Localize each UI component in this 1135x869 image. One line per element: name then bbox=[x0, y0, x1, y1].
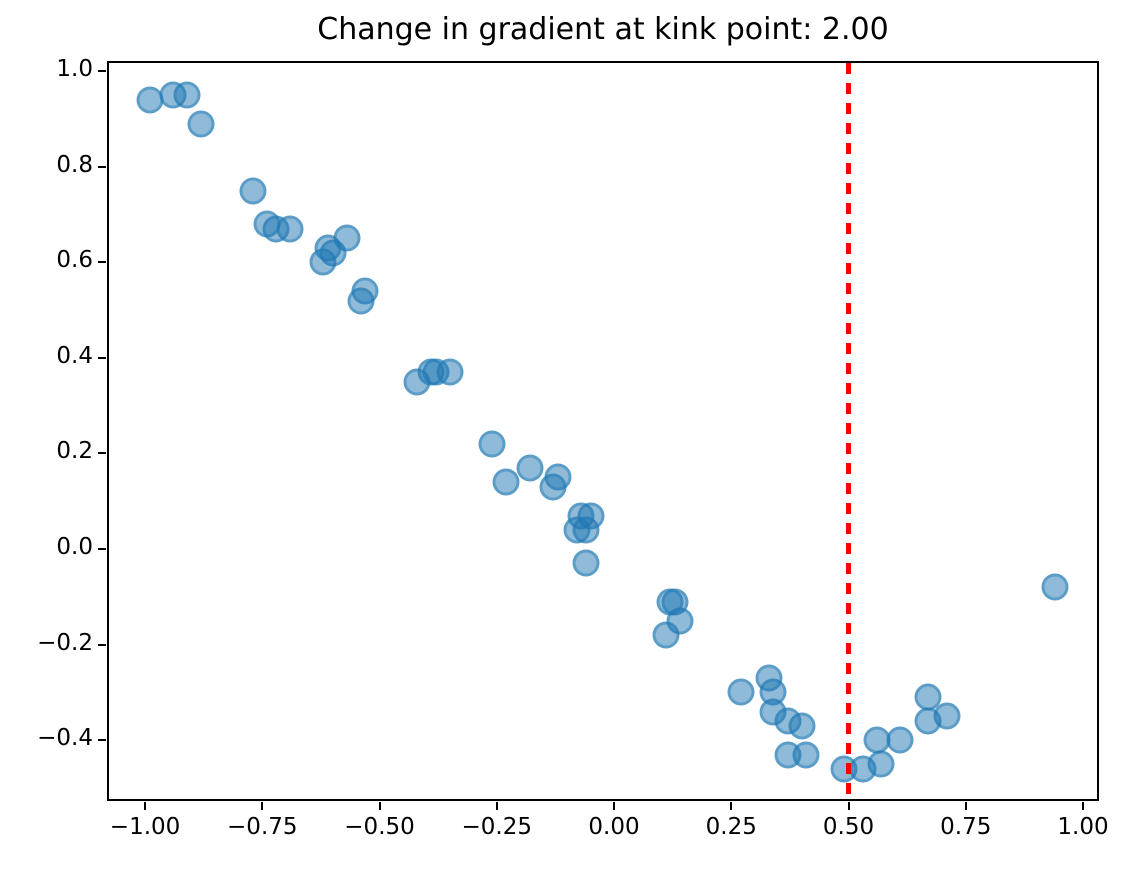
scatter-point bbox=[333, 224, 361, 252]
scatter-point bbox=[863, 726, 891, 754]
x-tick bbox=[730, 802, 733, 810]
plot-area bbox=[107, 61, 1099, 801]
scatter-point bbox=[788, 712, 816, 740]
x-tick-label: 0.50 bbox=[822, 814, 875, 840]
scatter-point bbox=[492, 468, 520, 496]
y-tick-label: 1.0 bbox=[56, 56, 93, 83]
scatter-point bbox=[516, 454, 544, 482]
x-tick-label: 0.00 bbox=[588, 814, 640, 840]
x-tick-label: −1.00 bbox=[109, 814, 181, 840]
scatter-point bbox=[173, 81, 201, 109]
y-tick bbox=[98, 70, 106, 73]
scatter-point bbox=[933, 702, 961, 730]
y-tick-label: −0.2 bbox=[37, 629, 93, 656]
scatter-point bbox=[187, 110, 215, 138]
scatter-point bbox=[478, 430, 506, 458]
scatter-point bbox=[276, 215, 304, 243]
x-tick-label: 1.00 bbox=[1057, 814, 1109, 840]
scatter-point bbox=[351, 277, 379, 305]
y-tick-label: 0.0 bbox=[56, 534, 93, 561]
x-tick bbox=[964, 802, 967, 810]
x-tick bbox=[1081, 802, 1084, 810]
scatter-point bbox=[792, 741, 820, 769]
scatter-point bbox=[727, 678, 755, 706]
y-tick bbox=[98, 548, 106, 551]
y-tick bbox=[98, 356, 106, 359]
scatter-point bbox=[136, 86, 164, 114]
x-tick bbox=[378, 802, 381, 810]
x-tick bbox=[261, 802, 264, 810]
scatter-point bbox=[572, 549, 600, 577]
scatter-point bbox=[239, 177, 267, 205]
y-tick bbox=[98, 452, 106, 455]
x-tick bbox=[144, 802, 147, 810]
y-tick bbox=[98, 739, 106, 742]
x-tick bbox=[613, 802, 616, 810]
y-tick-label: 0.8 bbox=[56, 151, 93, 178]
scatter-point bbox=[1041, 573, 1069, 601]
scatter-point bbox=[666, 607, 694, 635]
y-tick bbox=[98, 261, 106, 264]
x-tick-label: −0.25 bbox=[461, 814, 533, 840]
y-tick bbox=[98, 643, 106, 646]
scatter-point bbox=[544, 463, 572, 491]
kink-vline bbox=[846, 63, 851, 800]
scatter-point bbox=[867, 750, 895, 778]
y-tick-label: 0.2 bbox=[56, 438, 93, 465]
y-tick-label: 0.4 bbox=[56, 342, 93, 369]
chart-title: Change in gradient at kink point: 2.00 bbox=[317, 12, 889, 47]
scatter-point bbox=[886, 726, 914, 754]
x-tick bbox=[847, 802, 850, 810]
x-tick bbox=[495, 802, 498, 810]
scatter-point bbox=[436, 358, 464, 386]
y-tick-label: 0.6 bbox=[56, 247, 93, 274]
x-tick-label: 0.75 bbox=[940, 814, 992, 840]
scatter-point bbox=[577, 502, 605, 530]
y-tick-label: −0.4 bbox=[37, 725, 93, 752]
y-tick bbox=[98, 165, 106, 168]
x-tick-label: 0.25 bbox=[705, 814, 757, 840]
x-tick-label: −0.50 bbox=[344, 814, 415, 840]
x-tick-label: −0.75 bbox=[227, 814, 298, 840]
